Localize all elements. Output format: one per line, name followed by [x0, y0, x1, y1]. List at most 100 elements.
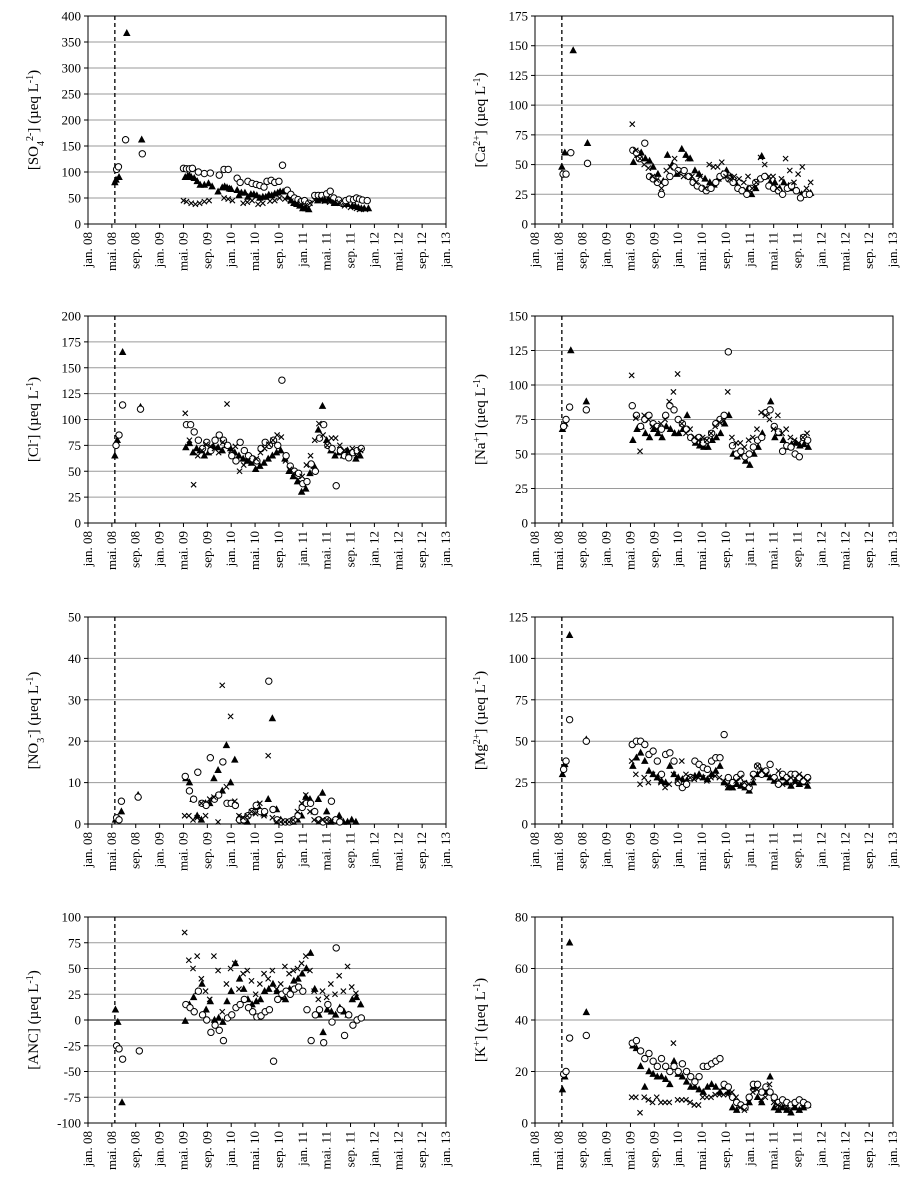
- data-point-triangle: [658, 433, 666, 441]
- data-point-triangle: [193, 811, 201, 819]
- data-point-cross: [770, 1099, 777, 1106]
- data-point-cross: [273, 986, 280, 993]
- data-point-triangle: [695, 1085, 703, 1093]
- y-tick-label: 350: [62, 35, 82, 50]
- data-point-triangle: [654, 429, 662, 437]
- x-tick-label: jan. 09: [152, 1131, 167, 1167]
- data-point-circle: [194, 987, 203, 995]
- data-point-circle: [787, 182, 796, 190]
- x-tick-label: mai. 08: [551, 232, 566, 271]
- x-tick-label: jan. 10: [670, 1131, 685, 1167]
- data-point-cross: [653, 774, 660, 781]
- data-point-triangle: [732, 1105, 741, 1113]
- data-point-circle: [749, 443, 758, 451]
- data-point-circle: [194, 436, 203, 444]
- x-tick-label: jan. 10: [670, 232, 685, 268]
- data-point-triangle: [219, 1017, 227, 1025]
- data-point-triangle: [774, 1105, 783, 1113]
- data-point-cross: [271, 197, 278, 204]
- y-axis-label-part: ): [26, 672, 42, 677]
- data-point-circle: [724, 1083, 733, 1091]
- data-point-cross: [231, 960, 238, 967]
- x-tick-label: sep. 09: [199, 832, 214, 869]
- data-point-cross: [196, 200, 203, 207]
- x-tick-label: sep. 10: [718, 832, 733, 869]
- data-point-cross: [667, 163, 674, 170]
- data-point-circle: [583, 159, 592, 168]
- x-tick-label: jan. 11: [295, 1131, 310, 1167]
- data-point-circle: [649, 1057, 657, 1065]
- data-point-cross: [298, 201, 304, 208]
- data-point-cross: [323, 994, 330, 1001]
- data-point-cross: [666, 398, 673, 405]
- data-point-triangle: [641, 154, 650, 162]
- x-tick-label: sep. 10: [718, 531, 733, 568]
- x-tick-label: jan. 08: [80, 832, 95, 868]
- x-tick-label: mai. 10: [694, 1131, 709, 1170]
- data-point-circle: [745, 1093, 753, 1101]
- data-point-cross: [249, 197, 256, 204]
- data-point-cross: [202, 812, 209, 819]
- data-point-triangle: [210, 774, 218, 782]
- data-point-cross: [706, 161, 713, 168]
- x-tick-label: mai. 10: [247, 232, 262, 271]
- data-point-triangle: [787, 1108, 795, 1116]
- data-point-cross: [774, 412, 781, 419]
- data-point-cross: [629, 121, 636, 128]
- data-point-circle: [703, 765, 712, 774]
- data-point-triangle: [193, 177, 201, 185]
- x-tick-label: sep. 09: [199, 1131, 214, 1168]
- data-point-circle: [311, 807, 319, 816]
- data-point-circle: [774, 780, 783, 788]
- data-point-circle: [203, 1016, 211, 1024]
- data-point-cross: [332, 991, 339, 998]
- data-point-triangle: [641, 1082, 649, 1090]
- data-point-circle: [115, 816, 123, 824]
- data-point-triangle: [629, 761, 637, 769]
- data-point-cross: [269, 967, 276, 974]
- y-axis-label-part: 2+: [472, 733, 483, 744]
- y-axis-label-part: ): [26, 377, 42, 382]
- data-point-circle: [749, 770, 758, 779]
- data-point-cross: [632, 147, 639, 154]
- y-tick-label: 50: [68, 961, 81, 976]
- data-point-cross: [753, 426, 760, 433]
- y-axis-label-part: -1: [25, 382, 36, 390]
- data-point-cross: [244, 967, 251, 974]
- data-point-cross: [736, 175, 743, 182]
- data-point-cross: [255, 201, 262, 208]
- y-tick-label: 200: [62, 113, 82, 128]
- data-point-cross: [324, 442, 331, 449]
- data-point-circle: [795, 453, 804, 461]
- data-point-cross: [783, 1104, 790, 1111]
- y-axis-label-part: [Na: [473, 442, 489, 465]
- data-point-triangle: [227, 184, 235, 192]
- data-point-cross: [758, 1096, 765, 1103]
- x-tick-label: mai. 09: [622, 232, 637, 271]
- data-point-triangle: [290, 976, 298, 984]
- data-point-cross: [349, 445, 356, 452]
- x-tick-label: jan. 08: [527, 232, 542, 268]
- data-point-cross: [783, 426, 790, 433]
- x-tick-label: mai. 12: [837, 531, 852, 570]
- data-point-cross: [766, 416, 773, 423]
- y-tick-label: 75: [515, 412, 528, 427]
- y-tick-label: 0: [75, 1013, 82, 1028]
- data-point-cross: [796, 771, 803, 778]
- data-point-triangle: [666, 761, 674, 769]
- data-point-cross: [674, 777, 681, 784]
- data-point-circle: [328, 444, 336, 453]
- y-tick-label: 125: [509, 68, 529, 83]
- data-point-cross: [754, 763, 761, 770]
- x-tick-label: sep. 10: [271, 531, 286, 568]
- data-point-circle: [774, 428, 783, 436]
- y-tick-label: -75: [64, 1090, 81, 1105]
- data-point-cross: [693, 179, 700, 186]
- data-point-circle: [649, 747, 657, 755]
- data-point-cross: [240, 200, 247, 207]
- y-tick-label: 150: [509, 309, 529, 324]
- data-point-triangle: [192, 444, 201, 452]
- data-point-circle: [712, 178, 720, 187]
- data-point-cross: [680, 173, 687, 180]
- y-axis-label-part: [SO: [26, 146, 42, 170]
